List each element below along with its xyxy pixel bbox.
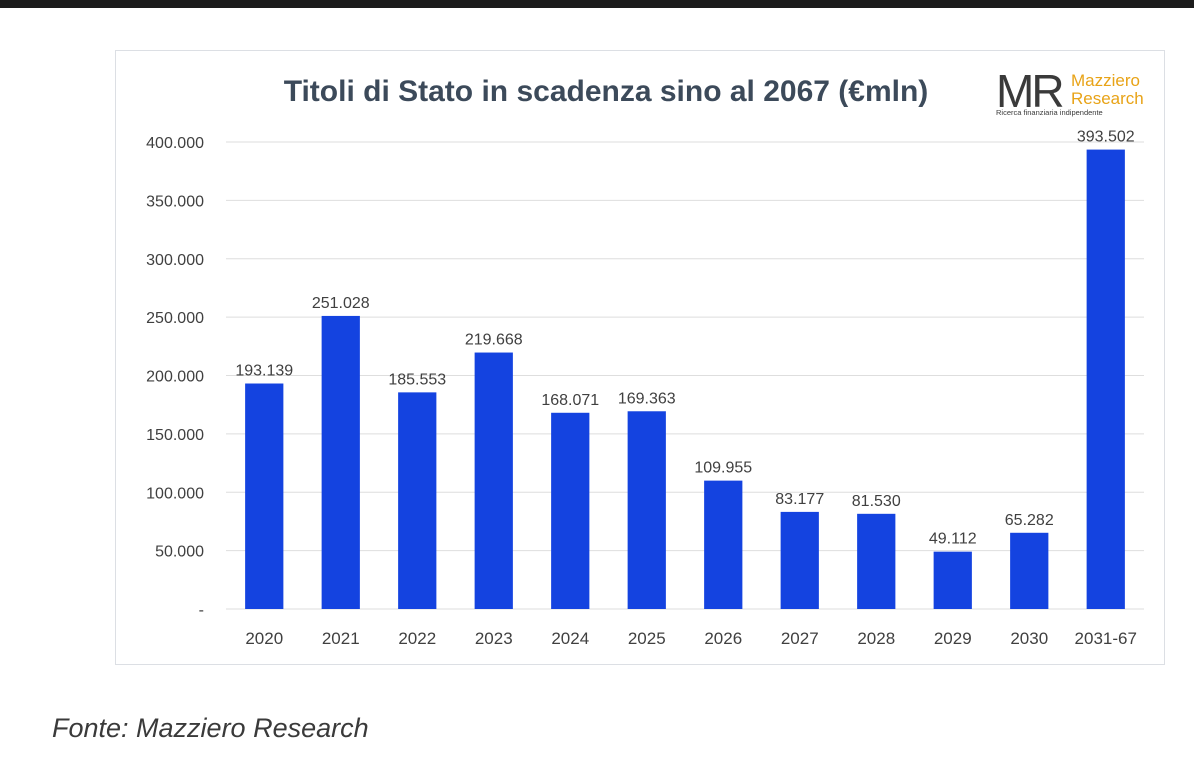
x-tick-label: 2020 [245, 629, 283, 648]
y-tick-label: 50.000 [155, 544, 204, 561]
y-tick-label: 350.000 [146, 193, 204, 210]
top-bar [0, 0, 1194, 8]
y-tick-label: 200.000 [146, 369, 204, 386]
bar-value-label: 219.668 [465, 332, 523, 349]
source-caption: Fonte: Mazziero Research [52, 713, 369, 743]
x-tick-label: 2026 [704, 629, 742, 648]
x-tick-label: 2027 [781, 629, 819, 648]
bar [398, 392, 437, 609]
x-axis-ticks: 2020 2021 2022 2023 2024 2025 2026 2027 2028 2029… [245, 629, 1137, 648]
x-tick-label: 2028 [857, 629, 895, 648]
logo-mark: MR [996, 65, 1063, 117]
y-tick-label: 150.000 [146, 427, 204, 444]
x-tick-label: 2029 [934, 629, 972, 648]
logo-name-line2: Research [1071, 89, 1144, 108]
chart-frame: Titoli di Stato in scadenza sino al 2067… [115, 50, 1165, 665]
bar [857, 513, 896, 609]
bar [474, 352, 513, 609]
bar [933, 551, 972, 609]
bar-value-label: 393.502 [1077, 129, 1135, 146]
bar [321, 315, 360, 609]
mazziero-logo: MR Mazziero Research Ricerca finanziaria… [996, 65, 1144, 117]
x-tick-label: 2021 [322, 629, 360, 648]
bar-chart: Titoli di Stato in scadenza sino al 2067… [146, 65, 1144, 648]
bar [780, 511, 819, 609]
x-tick-label: 2030 [1010, 629, 1048, 648]
y-tick-label: - [199, 602, 204, 619]
bar [627, 411, 666, 609]
y-tick-label: 100.000 [146, 485, 204, 502]
x-tick-label: 2031-67 [1075, 629, 1137, 648]
x-tick-label: 2025 [628, 629, 666, 648]
bar [1086, 149, 1125, 609]
logo-name-line1: Mazziero [1071, 71, 1140, 90]
chart-title: Titoli di Stato in scadenza sino al 2067… [284, 75, 929, 108]
y-tick-label: 400.000 [146, 135, 204, 152]
bars [245, 149, 1125, 609]
bar [704, 480, 743, 609]
x-tick-label: 2022 [398, 629, 436, 648]
y-tick-label: 250.000 [146, 310, 204, 327]
gridlines [226, 141, 1144, 610]
bar-value-label: 65.282 [1005, 512, 1054, 529]
bar [551, 412, 590, 609]
x-tick-label: 2024 [551, 629, 589, 648]
bar-value-label: 83.177 [775, 491, 824, 508]
bar-value-label: 168.071 [541, 392, 599, 409]
bar-value-label: 169.363 [618, 390, 676, 407]
bar-value-label: 81.530 [852, 493, 901, 510]
bar-value-label: 251.028 [312, 295, 370, 312]
bar [245, 383, 284, 609]
x-tick-label: 2023 [475, 629, 513, 648]
bar [1010, 532, 1049, 609]
bar-value-label: 185.553 [388, 371, 446, 388]
bar-value-label: 109.955 [694, 460, 752, 477]
logo-tagline: Ricerca finanziaria indipendente [996, 108, 1103, 117]
bar-value-label: 193.139 [235, 363, 293, 380]
bar-value-label: 49.112 [929, 531, 977, 548]
data-labels: 193.139 251.028 185.553 219.668 168.071 169.3… [235, 129, 1134, 548]
y-tick-label: 300.000 [146, 252, 204, 269]
y-axis-ticks: - 50.000 100.000 150.000 200.000 250.000 300.0… [146, 135, 204, 619]
